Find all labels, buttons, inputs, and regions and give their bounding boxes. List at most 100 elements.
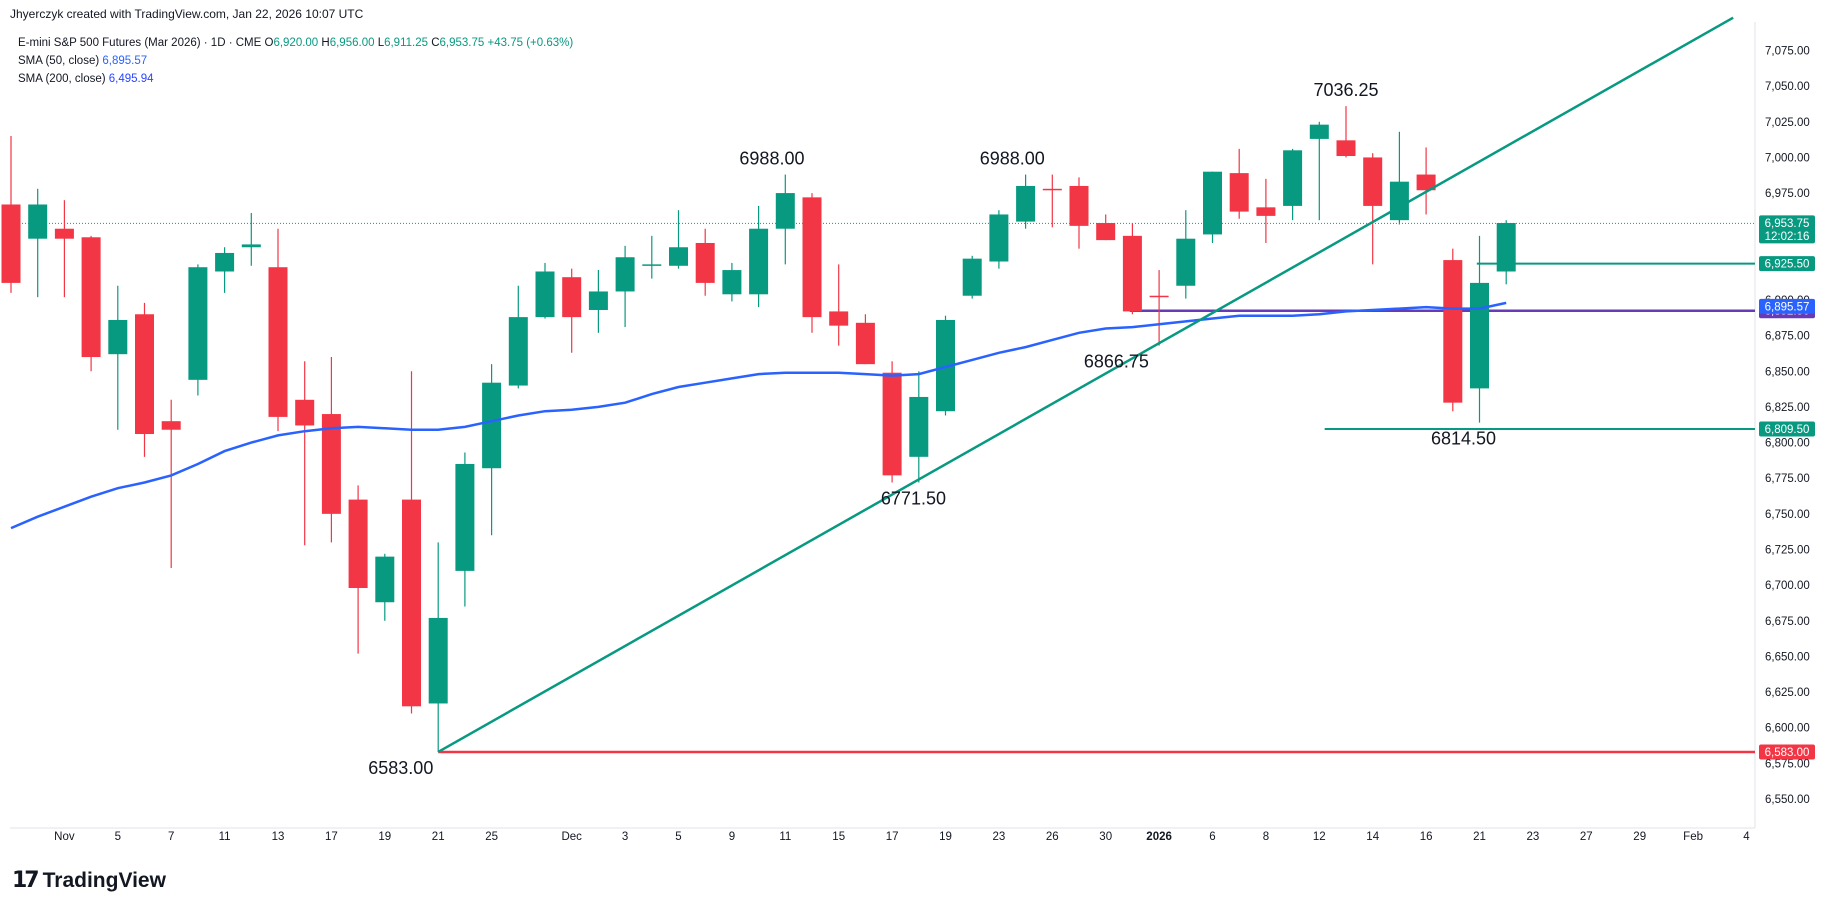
sma200-row[interactable]: SMA (200, close) 6,495.94 (18, 70, 573, 88)
candle-up (588, 270, 608, 333)
candle-down (402, 371, 421, 714)
last-price-axis-label-subtext: 12:02:16 (1765, 231, 1810, 243)
price-tick-label: 6,800.00 (1765, 438, 1810, 450)
candle-body (455, 463, 475, 571)
candle-body (161, 421, 181, 430)
time-tick-label: 13 (272, 831, 285, 843)
price-annotation: 6814.50 (1431, 429, 1496, 449)
candle-up (482, 364, 502, 536)
price-tick-label: 6,700.00 (1765, 580, 1810, 592)
price-tick-label: 6,775.00 (1765, 473, 1810, 485)
price-tick-label: 6,875.00 (1765, 331, 1810, 343)
candle-body (1149, 295, 1169, 298)
time-tick-label: 2026 (1146, 831, 1172, 843)
time-tick-label: 11 (219, 831, 231, 843)
candle-down (1042, 174, 1062, 228)
candle-down (295, 361, 315, 546)
trendline-layer (437, 16, 1734, 754)
candle-up (615, 245, 635, 328)
price-chart[interactable]: 6988.00 6988.00 7036.25 6866.75 6771.50 6814.… (0, 0, 1835, 860)
candle-up (215, 247, 235, 293)
candle-up (28, 188, 48, 298)
time-tick-label: 19 (939, 831, 952, 843)
candle-body (882, 372, 902, 476)
candle-up (1203, 171, 1222, 243)
candle-up (535, 262, 555, 319)
close-value: 6,953.75 (439, 37, 485, 49)
low-value: 6,911.25 (384, 37, 429, 49)
price-tick-label: 6,600.00 (1765, 723, 1810, 735)
price-tick-label: 6,750.00 (1765, 509, 1810, 521)
candle-up (936, 315, 955, 416)
candle-body (1122, 235, 1142, 312)
tradingview-logo-text: TradingView (42, 868, 166, 892)
time-tick-label: 27 (1580, 831, 1593, 843)
time-tick-label: 23 (1527, 831, 1540, 843)
candle-up (962, 255, 982, 299)
time-tick-label: Dec (561, 831, 582, 843)
symbol-name[interactable]: E-mini S&P 500 Futures (Mar 2026) · 1D ·… (18, 37, 262, 49)
candle-up (1176, 210, 1196, 299)
price-axis[interactable]: 6,550.00 6,575.00 6,600.00 6,625.00 6,650.00… (1765, 46, 1810, 806)
candle-body (855, 322, 875, 365)
price-tick-label: 6,625.00 (1765, 687, 1810, 699)
candle-body (1336, 140, 1356, 157)
candle-body (108, 319, 128, 355)
sma50-label[interactable]: SMA (50, close) (18, 55, 100, 67)
candle-body (1016, 185, 1036, 222)
candle-up (108, 285, 128, 430)
candle-body (1229, 173, 1249, 212)
close-label: C (431, 37, 440, 49)
time-tick-label: 4 (1743, 831, 1750, 843)
sma50-line (10, 301, 1507, 530)
candle-body (775, 193, 795, 229)
candle-body (54, 228, 74, 239)
candle-body (1309, 124, 1329, 139)
candle-body (1496, 223, 1516, 272)
candle-body (135, 314, 154, 435)
support-6809-axis-label: 6,809.50 (1759, 421, 1815, 437)
candle-body (829, 311, 849, 326)
time-tick-label: 21 (1473, 831, 1486, 843)
candle-body (642, 264, 662, 266)
time-tick-label: 16 (1420, 831, 1433, 843)
candle-up (455, 452, 475, 607)
time-tick-label: 11 (779, 831, 791, 843)
candle-body (749, 228, 769, 295)
sma200-label[interactable]: SMA (200, close) (18, 73, 106, 85)
resistance-6925-axis-label-text: 6,925.50 (1765, 259, 1810, 271)
price-annotation: 6771.50 (881, 488, 946, 508)
candle-body (1389, 181, 1409, 221)
candle-down (802, 193, 822, 333)
time-tick-label: 3 (622, 831, 628, 843)
candle-body (241, 244, 261, 248)
candle-up (508, 285, 528, 389)
time-axis[interactable]: Nov 5 7 11 13 17 19 21 25 Dec 3 5 9 11 15 17 19 23 26 30 202… (54, 831, 1750, 843)
price-tick-label: 6,825.00 (1765, 402, 1810, 414)
horizontal-lines (10, 222, 1755, 754)
candle-down (829, 264, 849, 346)
high-value: 6,956.00 (329, 37, 375, 49)
symbol-row[interactable]: E-mini S&P 500 Futures (Mar 2026) · 1D ·… (18, 34, 573, 52)
change-value: +43.75 (+0.63%) (487, 37, 574, 49)
candle-down (81, 235, 101, 372)
time-tick-label: 12 (1313, 831, 1326, 843)
candle-body (962, 258, 982, 296)
candle-up (1496, 220, 1516, 285)
candle-body (1176, 238, 1196, 286)
time-tick-label: Nov (54, 831, 75, 843)
tradingview-logo[interactable]: 17 TradingView (12, 868, 166, 893)
candle-body (1443, 260, 1463, 403)
candle-body (348, 499, 368, 588)
high-label: H (321, 37, 330, 49)
candle-down (54, 200, 74, 298)
candle-body (1256, 207, 1276, 216)
price-tick-label: 6,650.00 (1765, 651, 1810, 663)
candle-down (1122, 223, 1142, 315)
candle-up (428, 542, 448, 752)
price-tick-label: 7,025.00 (1765, 117, 1810, 129)
chart-grid (10, 22, 1756, 829)
price-annotations: 6988.00 6988.00 7036.25 6866.75 6771.50 6814.… (368, 80, 1496, 778)
sma50-row[interactable]: SMA (50, close) 6,895.57 (18, 52, 573, 70)
